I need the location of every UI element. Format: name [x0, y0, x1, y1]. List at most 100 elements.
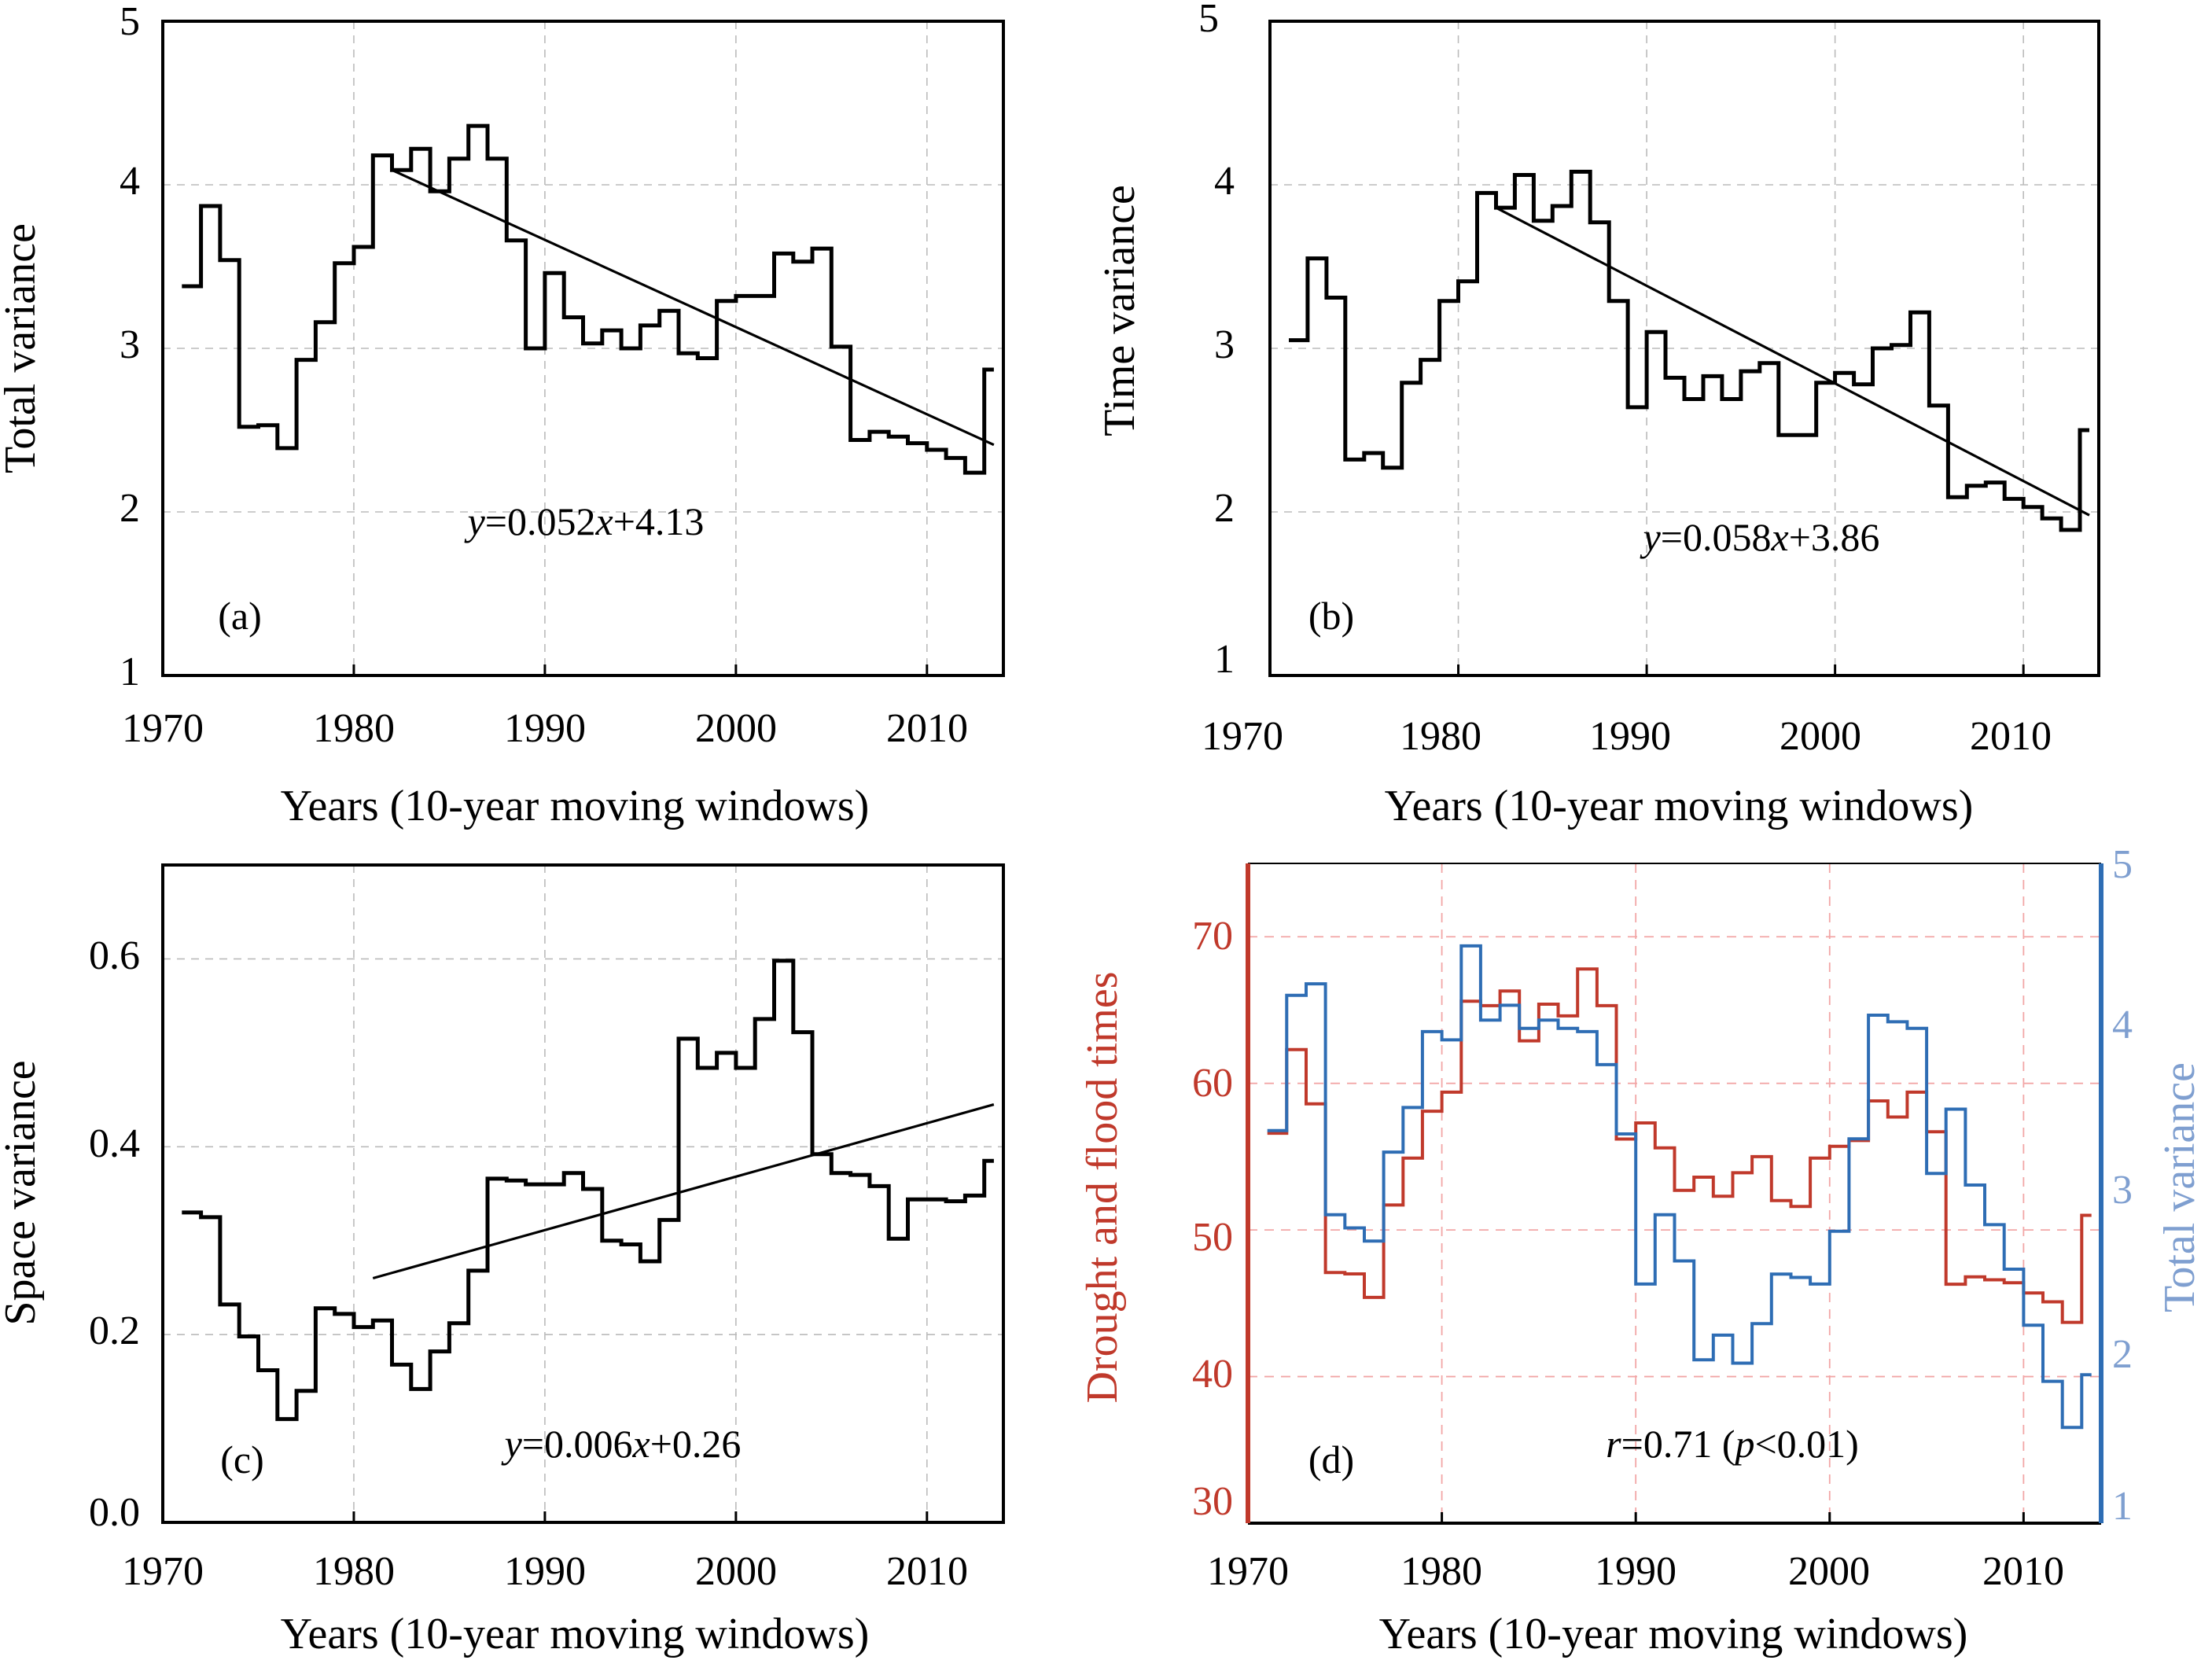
panel-d-xtick-2010: 2010	[1982, 1549, 2064, 1594]
panel-c-ytick-1: 0.2	[89, 1308, 140, 1353]
panel-a-equation: y=0.052x+4.13	[464, 499, 705, 543]
panel-a-xlabel: Years (10-year moving windows)	[281, 782, 870, 830]
panel-c-ylabel: Space variance	[0, 1060, 45, 1325]
panel-b-xlabel: Years (10-year moving windows)	[1385, 782, 1974, 830]
panel-a-ytick-5: 5	[120, 0, 140, 44]
panel-d-rtick-2: 2	[2112, 1332, 2133, 1377]
panel-d-ylabel-right: Total variance	[2155, 1062, 2204, 1312]
panel-c-eq-var-y: y	[501, 1422, 523, 1466]
panel-a-ytick-2: 2	[120, 486, 140, 531]
panel-b-ytick-4: 4	[1214, 159, 1235, 204]
panel-d-drought-flood-line	[1267, 967, 2092, 1324]
panel-d-ytick-60: 60	[1192, 1061, 1233, 1106]
panel-b-ytick-3: 3	[1214, 322, 1235, 367]
panel-c-xtick-1970: 1970	[122, 1549, 204, 1594]
panel-d-right-ticks: 1 2 3 4 5	[2112, 842, 2133, 1529]
panel-b-xtick-1970: 1970	[1202, 714, 1283, 759]
panel-d-xtick-1990: 1990	[1595, 1549, 1676, 1594]
panel-d-corr-value: =0.71 (	[1621, 1422, 1735, 1466]
panel-d-ytick-70: 70	[1192, 914, 1233, 959]
panel-d-label: (d)	[1308, 1437, 1354, 1481]
panel-b-xtick-1990: 1990	[1589, 714, 1671, 759]
panel-b-ylabel: Time variance	[1095, 185, 1144, 436]
panel-b-ytick-5: 5	[1198, 0, 1219, 41]
panel-b-ytick-1: 1	[1214, 637, 1235, 682]
panel-d-corr-pvalue: <0.01)	[1754, 1422, 1858, 1466]
panel-d-total-variance-line	[1267, 944, 2092, 1430]
panel-c-xtick-1990: 1990	[504, 1549, 586, 1594]
panel-a-grid	[163, 21, 1003, 675]
panel-c-xtick-2000: 2000	[695, 1549, 777, 1594]
panel-a-total-variance-line	[182, 123, 994, 475]
panel-b-trend-line	[1495, 206, 2090, 517]
panel-b-eq-var-x: x	[1771, 515, 1789, 559]
panel-a-xtick-2000: 2000	[695, 706, 777, 751]
panel-d: 30 40 50 60 70 1 2 3 4 5 1970 1980 1990 …	[1078, 842, 2204, 1658]
panel-c-y-ticks: 0.0 0.2 0.4 0.6	[89, 933, 140, 1535]
panel-a-ytick-1: 1	[120, 650, 140, 694]
panel-c-eq-var-x: x	[632, 1422, 650, 1466]
panel-c-ytick-0: 0.0	[89, 1490, 140, 1535]
panel-c-xlabel: Years (10-year moving windows)	[281, 1610, 870, 1658]
panel-b-xtick-2010: 2010	[1970, 714, 2052, 759]
panel-d-xtick-2000: 2000	[1788, 1549, 1870, 1594]
panel-a-label: (a)	[218, 594, 262, 638]
panel-b-label: (b)	[1308, 594, 1354, 638]
panel-d-ytick-30: 30	[1192, 1479, 1233, 1524]
panel-d-xlabel: Years (10-year moving windows)	[1379, 1610, 1968, 1658]
panel-a-frame	[161, 20, 1005, 677]
panel-d-correlation: r=0.71 (p<0.01)	[1606, 1422, 1859, 1466]
panel-c-eq-slope: =0.006	[522, 1422, 633, 1466]
panel-d-corr-r: r	[1606, 1422, 1621, 1466]
panel-a-eq-var-x: x	[595, 499, 613, 543]
panel-c-space-variance-line	[182, 959, 994, 1422]
panel-a-trend-line	[391, 168, 995, 447]
panel-c-x-ticks: 1970 1980 1990 2000 2010	[122, 1549, 968, 1594]
panel-c-xtick-1980: 1980	[313, 1549, 395, 1594]
panel-d-left-ticks: 30 40 50 60 70	[1192, 914, 1233, 1524]
panel-c-xtick-2010: 2010	[886, 1549, 968, 1594]
panel-d-xtick-1980: 1980	[1400, 1549, 1482, 1594]
panel-a-xtick-1980: 1980	[313, 706, 395, 751]
panel-b-eq-slope: =0.058	[1661, 515, 1772, 559]
panel-a-eq-var-y: y	[464, 499, 486, 543]
panel-a-xtick-2010: 2010	[886, 706, 968, 751]
panel-a-ytick-3: 3	[120, 322, 140, 367]
panel-c-label: (c)	[220, 1437, 264, 1481]
panel-b-x-ticks: 1970 1980 1990 2000 2010	[1202, 714, 2052, 759]
panel-a-x-ticks: 1970 1980 1990 2000 2010	[122, 706, 968, 751]
panel-c: 0.0 0.2 0.4 0.6 1970 1980 1990 2000 2010…	[0, 863, 1005, 1658]
panel-a-ytick-4: 4	[120, 159, 140, 204]
panel-c-equation: y=0.006x+0.26	[501, 1422, 742, 1466]
panel-d-rtick-4: 4	[2112, 1003, 2133, 1047]
panel-d-rtick-3: 3	[2112, 1168, 2133, 1213]
panel-d-ylabel-left: Drought and flood times	[1078, 971, 1127, 1403]
panel-a-xtick-1970: 1970	[122, 706, 204, 751]
panel-d-x-ticks: 1970 1980 1990 2000 2010	[1207, 1549, 2064, 1594]
panel-c-eq-intercept: +0.26	[650, 1422, 742, 1466]
panel-c-frame	[161, 863, 1005, 1524]
panel-b-xtick-2000: 2000	[1780, 714, 1861, 759]
panel-c-trend-line	[372, 1103, 995, 1280]
panel-b-y-ticks: 1 2 3 4 5	[1198, 0, 1235, 682]
panel-d-grid	[1248, 863, 2101, 1523]
panel-a-y-ticks: 1 2 3 4 5	[120, 0, 140, 694]
panel-d-rtick-1: 1	[2112, 1484, 2133, 1529]
panel-d-rtick-5: 5	[2112, 842, 2133, 887]
panel-a: 1 2 3 4 5 1970 1980 1990 2000 2010 y=0.0…	[0, 0, 1005, 830]
panel-a-ylabel: Total variance	[0, 223, 45, 473]
panel-c-ytick-2: 0.4	[89, 1121, 140, 1166]
panel-b-xtick-1980: 1980	[1400, 714, 1481, 759]
panel-c-ytick-3: 0.6	[89, 933, 140, 978]
panel-b-eq-intercept: +3.86	[1789, 515, 1880, 559]
panel-d-corr-p: p	[1732, 1422, 1754, 1466]
panel-b-equation: y=0.058x+3.86	[1640, 515, 1880, 559]
panel-b-grid	[1270, 21, 2099, 675]
panel-b-ytick-2: 2	[1214, 486, 1235, 531]
panel-a-xtick-1990: 1990	[504, 706, 586, 751]
panel-c-grid	[163, 865, 1003, 1522]
panel-d-ytick-40: 40	[1192, 1352, 1233, 1397]
panel-d-xtick-1970: 1970	[1207, 1549, 1289, 1594]
panel-d-ytick-50: 50	[1192, 1215, 1233, 1260]
